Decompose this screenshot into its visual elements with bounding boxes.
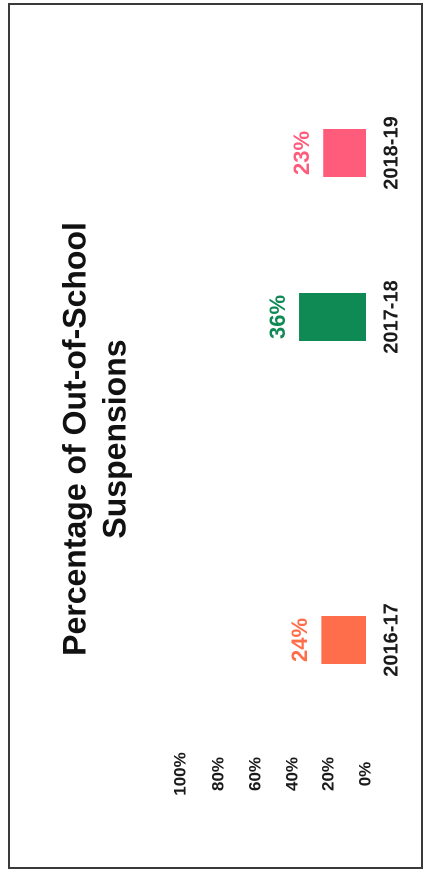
y-tick-label: 20%	[318, 757, 337, 791]
bar-2017-18	[299, 293, 366, 341]
data-label: 24%	[287, 618, 312, 662]
category-label: 2017-18	[380, 280, 402, 353]
category-label: 2018-19	[380, 116, 402, 189]
bar-2016-17	[321, 616, 366, 664]
y-tick-label: 40%	[282, 757, 301, 791]
chart-title-line-2: Suspensions	[96, 339, 132, 538]
bar-2018-19	[323, 129, 366, 177]
category-label: 2016-17	[380, 603, 402, 676]
data-label: 36%	[265, 295, 290, 339]
data-label: 23%	[289, 131, 314, 175]
y-tick-label: 0%	[355, 762, 374, 787]
y-tick-label: 100%	[170, 752, 189, 795]
y-tick-label: 80%	[208, 757, 227, 791]
y-tick-label: 60%	[245, 757, 264, 791]
chart-title-line-1: Percentage of Out-of-School	[56, 222, 92, 656]
